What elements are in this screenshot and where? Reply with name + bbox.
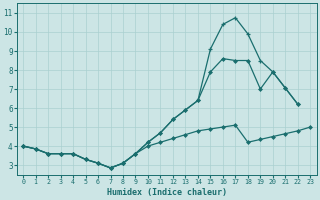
X-axis label: Humidex (Indice chaleur): Humidex (Indice chaleur) (107, 188, 227, 197)
